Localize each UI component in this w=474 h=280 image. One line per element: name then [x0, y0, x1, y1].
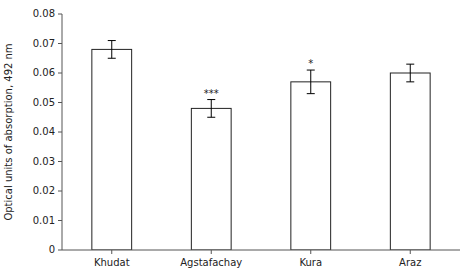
error-bar: [307, 70, 315, 94]
chart-container: 0 0.01 0.02 0.03 0.04 0.05 0.06 0.07 0.08 Optical…: [0, 0, 474, 280]
y-tick: [58, 220, 62, 221]
y-tick-label: 0.03: [33, 156, 55, 167]
y-tick-label: 0.05: [33, 97, 55, 108]
error-cap: [207, 99, 215, 100]
x-tick-label: Kura: [299, 257, 322, 268]
error-cap: [307, 70, 315, 71]
bar: [291, 82, 331, 250]
y-tick-label: 0.08: [33, 8, 55, 19]
y-tick: [58, 102, 62, 103]
error-stem: [211, 100, 212, 118]
error-cap: [108, 40, 116, 41]
y-tick: [58, 250, 62, 251]
y-axis: 0 0.01 0.02 0.03 0.04 0.05 0.06 0.07 0.08: [33, 8, 62, 255]
y-tick-label: 0: [49, 244, 55, 255]
bar: [390, 73, 430, 250]
y-tick: [58, 14, 62, 15]
y-tick: [58, 132, 62, 133]
y-tick: [58, 161, 62, 162]
y-axis-line: [62, 14, 63, 250]
bar: [191, 108, 231, 250]
error-stem: [410, 64, 411, 82]
x-tick-label: Araz: [399, 257, 421, 268]
error-cap: [307, 93, 315, 94]
error-stem: [310, 70, 311, 94]
error-stem: [111, 41, 112, 59]
y-axis-label: Optical units of absorption, 492 nm: [3, 43, 14, 220]
x-tick: [410, 250, 411, 254]
error-bar: [406, 64, 414, 82]
y-tick-label: 0.07: [33, 38, 55, 49]
chart-svg: 0 0.01 0.02 0.03 0.04 0.05 0.06 0.07 0.08 Optical…: [0, 0, 474, 280]
error-cap: [108, 58, 116, 59]
error-cap: [406, 81, 414, 82]
significance-label: *: [308, 58, 313, 69]
y-tick-label: 0.01: [33, 215, 55, 226]
x-axis: Khudat Agstafachay Kura Araz: [62, 250, 460, 268]
bars: [92, 49, 430, 250]
significance-label: ***: [204, 88, 219, 99]
error-bar: [207, 100, 215, 118]
y-tick-label: 0.04: [33, 126, 55, 137]
x-axis-line: [62, 250, 460, 251]
y-tick-label: 0.02: [33, 185, 55, 196]
y-tick: [58, 191, 62, 192]
x-tick: [111, 250, 112, 254]
error-cap: [406, 64, 414, 65]
x-tick: [310, 250, 311, 254]
x-tick: [211, 250, 212, 254]
y-tick: [58, 73, 62, 74]
y-tick: [58, 43, 62, 44]
error-cap: [207, 117, 215, 118]
bar: [92, 49, 132, 250]
x-tick-label: Agstafachay: [180, 257, 242, 268]
annotations: ****: [204, 58, 314, 99]
error-bars: [108, 41, 415, 118]
y-tick-label: 0.06: [33, 67, 55, 78]
error-bar: [108, 41, 116, 59]
x-tick-label: Khudat: [94, 257, 130, 268]
